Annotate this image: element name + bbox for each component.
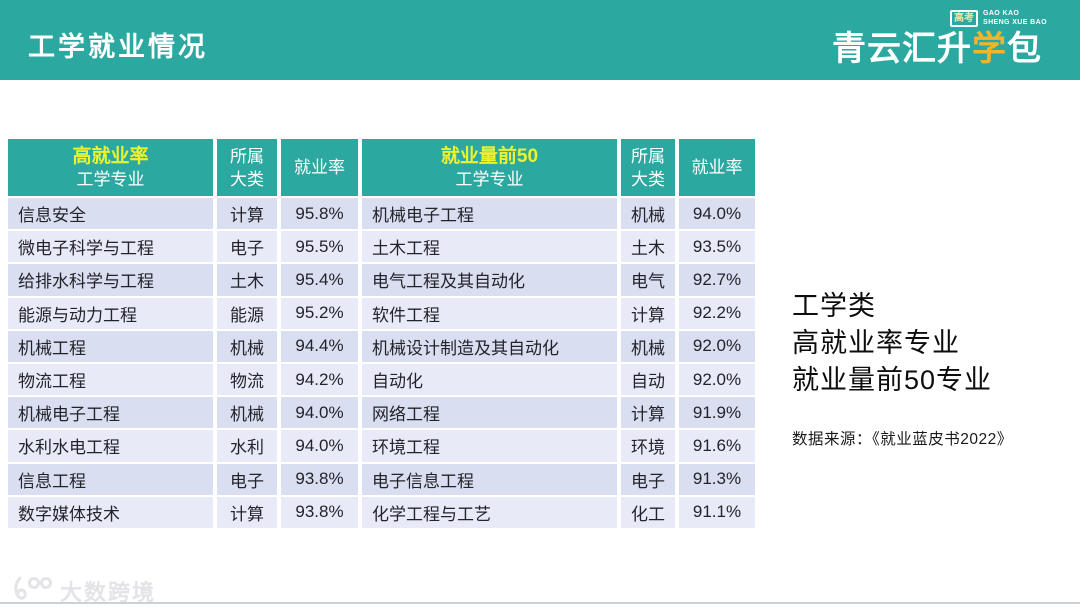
header-top50-majors: 就业量前50 工学专业 <box>362 139 617 196</box>
cell-right-category: 自动 <box>621 363 675 396</box>
header-top50-title: 就业量前50 <box>440 145 539 167</box>
brand-logo-top: 高考 GAO KAO SHENG XUE BAO <box>950 7 1054 29</box>
cell-left-rate: 95.8% <box>281 198 358 230</box>
cell-left-category: 机械 <box>217 330 277 362</box>
header-high-rate-title: 高就业率 <box>72 145 149 167</box>
cell-right-rate: 92.0% <box>679 363 755 396</box>
header-high-rate-subtitle: 工学专业 <box>76 169 145 189</box>
cell-right-rate: 92.7% <box>679 264 755 296</box>
cell-right-major: 土木工程 <box>362 231 617 263</box>
cell-right-rate: 93.5% <box>679 231 755 263</box>
cell-left-category: 电子 <box>217 231 277 263</box>
cell-left-major: 水利水电工程 <box>8 430 213 462</box>
cell-right-category: 计算 <box>621 297 675 329</box>
cell-left-category: 水利 <box>217 430 277 462</box>
cell-left-major: 数字媒体技术 <box>8 496 213 528</box>
cell-right-category: 化工 <box>621 496 675 528</box>
cell-left-major: 微电子科学与工程 <box>8 231 213 263</box>
brand-latin-line1: GAO KAO <box>983 10 1020 17</box>
cell-left-rate: 94.2% <box>281 363 358 396</box>
cell-right-major: 软件工程 <box>362 297 617 329</box>
employment-table: 高就业率 工学专业 所属 大类 就业率 就业量前50 工学专业 所属 大类 就业… <box>8 139 755 528</box>
cell-right-rate: 91.1% <box>679 496 755 528</box>
cell-left-major: 物流工程 <box>8 363 213 396</box>
cell-right-category: 电子 <box>621 463 675 495</box>
cell-left-major: 信息安全 <box>8 198 213 230</box>
cell-right-rate: 94.0% <box>679 198 755 230</box>
side-note-line2: 高就业率专业 <box>792 328 960 358</box>
header-category-right: 所属 大类 <box>621 139 675 196</box>
cell-right-major: 机械电子工程 <box>362 198 617 230</box>
cell-right-major: 机械设计制造及其自动化 <box>362 330 617 362</box>
brand-logo: 高考 GAO KAO SHENG XUE BAO 青云汇升学包 <box>832 7 1054 69</box>
cell-right-category: 机械 <box>621 198 675 230</box>
cell-right-rate: 91.9% <box>679 397 755 429</box>
brand-name-prefix: 青云汇升 <box>832 30 972 68</box>
dashu-100-logo-icon <box>12 574 54 607</box>
cell-right-category: 机械 <box>621 330 675 362</box>
cell-left-rate: 94.0% <box>281 397 358 429</box>
cell-left-category: 物流 <box>217 363 277 396</box>
cell-left-rate: 95.5% <box>281 231 358 263</box>
top-bar: 工学就业情况 高考 GAO KAO SHENG XUE BAO 青云汇升学包 <box>0 0 1080 80</box>
cell-left-category: 能源 <box>217 297 277 329</box>
cell-left-rate: 94.0% <box>281 430 358 462</box>
cell-right-major: 电子信息工程 <box>362 463 617 495</box>
brand-name: 青云汇升学包 <box>832 29 1054 69</box>
cell-right-major: 自动化 <box>362 363 617 396</box>
cell-left-category: 计算 <box>217 496 277 528</box>
brand-latin-text: GAO KAO SHENG XUE BAO <box>983 9 1047 27</box>
side-note-line3: 就业量前50专业 <box>792 365 993 395</box>
header-top50-subtitle: 工学专业 <box>455 169 524 189</box>
cell-left-rate: 93.8% <box>281 496 358 528</box>
cell-left-major: 能源与动力工程 <box>8 297 213 329</box>
cell-left-major: 机械电子工程 <box>8 397 213 429</box>
cell-left-major: 机械工程 <box>8 330 213 362</box>
cell-right-major: 电气工程及其自动化 <box>362 264 617 296</box>
side-note: 工学类 高就业率专业 就业量前50专业 数据来源：《就业蓝皮书2022》 <box>792 288 1013 449</box>
cell-right-category: 环境 <box>621 430 675 462</box>
bottom-divider <box>0 602 1080 604</box>
cell-right-rate: 91.6% <box>679 430 755 462</box>
cell-right-major: 环境工程 <box>362 430 617 462</box>
cell-left-rate: 95.2% <box>281 297 358 329</box>
cell-right-rate: 92.2% <box>679 297 755 329</box>
cell-right-major: 网络工程 <box>362 397 617 429</box>
page-title: 工学就业情况 <box>28 32 208 62</box>
gaokao-badge: 高考 <box>950 9 978 27</box>
cell-right-rate: 92.0% <box>679 330 755 362</box>
watermark: 大数跨境 <box>12 574 156 607</box>
data-source-note: 数据来源：《就业蓝皮书2022》 <box>792 431 1013 448</box>
cell-right-category: 土木 <box>621 231 675 263</box>
cell-left-rate: 94.4% <box>281 330 358 362</box>
cell-left-category: 计算 <box>217 198 277 230</box>
watermark-text: 大数跨境 <box>60 579 157 605</box>
cell-left-major: 给排水科学与工程 <box>8 264 213 296</box>
cell-left-rate: 93.8% <box>281 463 358 495</box>
cell-left-rate: 95.4% <box>281 264 358 296</box>
cell-right-category: 计算 <box>621 397 675 429</box>
header-rate-right: 就业率 <box>679 139 755 196</box>
cell-right-rate: 91.3% <box>679 463 755 495</box>
cell-left-category: 电子 <box>217 463 277 495</box>
cell-left-major: 信息工程 <box>8 463 213 495</box>
brand-name-suffix: 包 <box>1007 30 1042 68</box>
cell-left-category: 土木 <box>217 264 277 296</box>
brand-name-accent: 学 <box>972 30 1007 68</box>
header-rate-left: 就业率 <box>281 139 358 196</box>
header-high-rate-majors: 高就业率 工学专业 <box>8 139 213 196</box>
cell-right-category: 电气 <box>621 264 675 296</box>
cell-left-category: 机械 <box>217 397 277 429</box>
side-note-line1: 工学类 <box>792 291 876 321</box>
cell-right-major: 化学工程与工艺 <box>362 496 617 528</box>
brand-latin-line2: SHENG XUE BAO <box>983 19 1047 26</box>
header-category-left: 所属 大类 <box>217 139 277 196</box>
